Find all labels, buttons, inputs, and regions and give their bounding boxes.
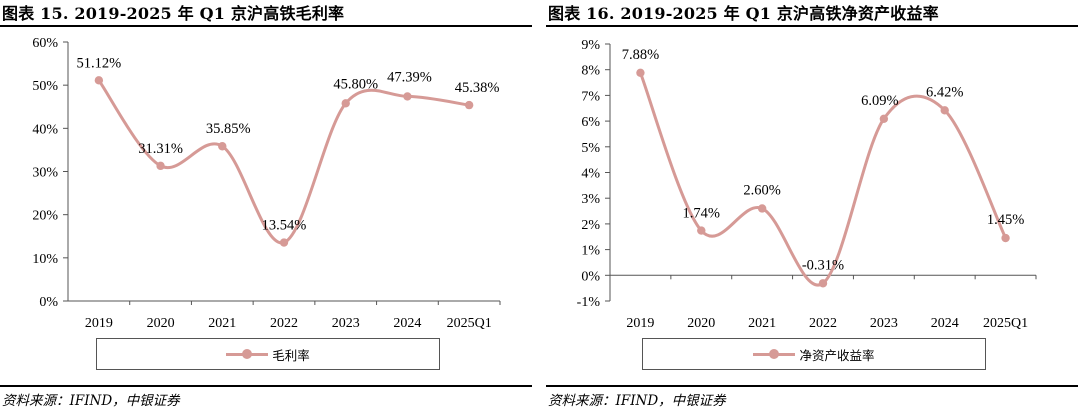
data-label: 45.80% [333, 76, 378, 92]
data-label: 47.39% [387, 69, 432, 85]
title-rule [0, 25, 532, 27]
data-point [94, 76, 104, 85]
x-tick-label: 2022 [270, 316, 298, 331]
source-rule [0, 385, 532, 387]
x-tick-label: 2024 [931, 316, 959, 331]
series-line [638, 71, 1008, 287]
y-tick-label: 60% [32, 36, 58, 51]
y-tick-label: 50% [32, 79, 58, 94]
data-point [218, 142, 227, 151]
data-label: 2.60% [743, 182, 780, 198]
x-tick-label: 2020 [147, 316, 175, 331]
x-tick-label: 2023 [332, 316, 360, 331]
data-point [156, 161, 165, 171]
legend-line-marker-icon [753, 349, 796, 359]
source-note: 资料来源：IFIND，中银证券 [548, 393, 726, 409]
y-tick-label: 7% [581, 89, 600, 104]
data-point [341, 99, 350, 108]
x-tick-label: 2019 [626, 316, 654, 331]
x-tick-label: 2021 [208, 316, 236, 331]
y-tick-label: 4% [581, 167, 600, 182]
legend-label: 毛利率 [272, 347, 310, 363]
y-tick-label: 9% [581, 38, 600, 53]
y-tick-label: 6% [581, 115, 600, 130]
data-point [279, 238, 289, 247]
x-tick-label: 2022 [809, 316, 837, 331]
data-point [879, 114, 889, 123]
data-label: 35.85% [206, 121, 251, 137]
figure-title: 图表 15. 2019-2025 年 Q1 京沪高铁毛利率 [2, 4, 345, 23]
x-tick-label: 2023 [870, 316, 898, 331]
y-tick-label: 5% [581, 141, 600, 156]
y-tick-label: 0% [581, 269, 600, 284]
legend-line-marker-icon [226, 349, 269, 359]
y-tick-label: 3% [581, 192, 600, 207]
data-point [636, 68, 645, 77]
data-label: 13.54% [262, 218, 307, 234]
data-point [697, 226, 706, 235]
legend-item: 净资产收益率 [643, 339, 985, 369]
source-note: 资料来源：IFIND，中银证券 [2, 393, 180, 409]
figure-16-panel: 图表 16. 2019-2025 年 Q1 京沪高铁净资产收益率 -1% 0% 1%… [546, 0, 1078, 409]
figure-title: 图表 16. 2019-2025 年 Q1 京沪高铁净资产收益率 [548, 4, 939, 23]
y-tick-label: 2% [581, 218, 600, 233]
data-point [403, 92, 412, 101]
y-tick-label: 40% [32, 122, 58, 137]
data-label: 7.88% [622, 47, 659, 63]
source-rule [546, 385, 1078, 387]
data-point [464, 100, 474, 110]
y-tick-label: 20% [32, 209, 58, 224]
x-tick-label: 2025Q1 [447, 316, 492, 331]
data-label: 1.45% [987, 212, 1024, 228]
gross-margin-chart: 0% 10% 20% 30% 40% 50% 60% 2019 2020 2021 2022 2023… [32, 36, 501, 331]
y-tick-label: 0% [39, 295, 58, 310]
x-tick-label: 2019 [85, 316, 113, 331]
y-tick-label: 1% [581, 244, 600, 259]
y-tick-label: 10% [32, 252, 58, 267]
y-tick-label: 30% [32, 166, 58, 181]
data-label: 6.42% [926, 84, 963, 100]
data-label: 51.12% [76, 55, 121, 71]
data-label: 1.74% [683, 206, 720, 222]
chart-legend: 毛利率 [96, 338, 440, 370]
y-tick-label: -1% [577, 295, 601, 310]
figure-15-panel: 图表 15. 2019-2025 年 Q1 京沪高铁毛利率 0% 10% 20% 30… [0, 0, 532, 409]
x-tick-label: 2024 [393, 316, 421, 331]
x-tick-label: 2025Q1 [983, 316, 1028, 331]
roe-chart: -1% 0% 1% 2% 3% 4% 5% 6% 7% 8% 9% 2019 2020 2021 2022 2… [577, 38, 1037, 331]
legend-item: 毛利率 [97, 339, 439, 369]
data-point [818, 279, 828, 288]
x-tick-label: 2021 [748, 316, 776, 331]
data-label: 45.38% [455, 80, 500, 96]
data-point [940, 106, 949, 115]
chart-legend: 净资产收益率 [642, 338, 986, 370]
data-point [757, 204, 767, 213]
legend-label: 净资产收益率 [799, 347, 875, 363]
data-label: 31.31% [138, 141, 183, 157]
y-tick-label: 8% [581, 64, 600, 79]
data-point [1001, 233, 1010, 243]
data-label: 6.09% [861, 93, 898, 109]
title-rule [546, 25, 1078, 27]
x-tick-label: 2020 [687, 316, 715, 331]
data-label: -0.31% [802, 257, 844, 273]
